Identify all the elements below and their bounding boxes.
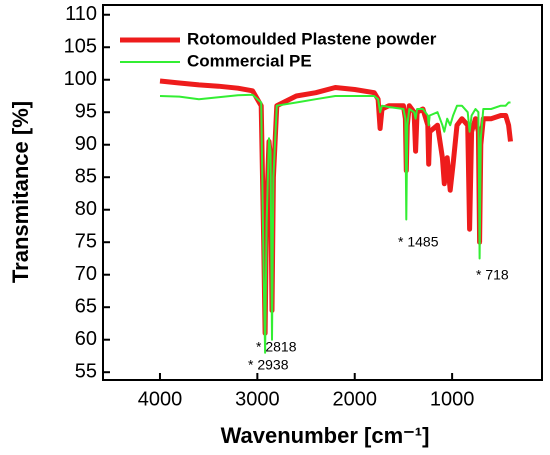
y-tick-label: 105 [64, 36, 97, 58]
y-axis-label: Transmitance [%] [8, 101, 33, 283]
x-axis-label: Wavenumber [cm⁻¹] [221, 423, 430, 448]
legend-label: Rotomoulded Plastene powder [187, 29, 437, 48]
y-tick-label: 110 [65, 3, 97, 25]
x-tick-label: 3000 [235, 388, 280, 410]
y-tick-label: 55 [75, 360, 97, 382]
legend-label: Commercial PE [187, 51, 312, 70]
x-tick-label: 2000 [332, 388, 377, 410]
y-tick-label: 65 [75, 295, 97, 317]
y-tick-label: 60 [75, 328, 97, 350]
y-tick-label: 85 [75, 166, 97, 188]
y-tick-label: 90 [75, 133, 97, 155]
y-tick-label: 100 [64, 68, 97, 90]
series-line [159, 78, 513, 336]
y-tick-label: 80 [75, 198, 97, 220]
annotation: * 718 [476, 267, 509, 283]
plot-frame [102, 4, 543, 381]
series-line [159, 93, 511, 354]
annotation: * 1485 [398, 234, 439, 250]
y-tick-label: 75 [75, 230, 97, 252]
y-tick-label: 95 [75, 101, 97, 123]
annotation: * 2938 [248, 357, 289, 373]
annotation: * 2818 [256, 339, 297, 355]
x-tick-label: 4000 [138, 388, 183, 410]
x-tick-label: 1000 [430, 388, 475, 410]
y-tick-label: 70 [75, 263, 97, 285]
